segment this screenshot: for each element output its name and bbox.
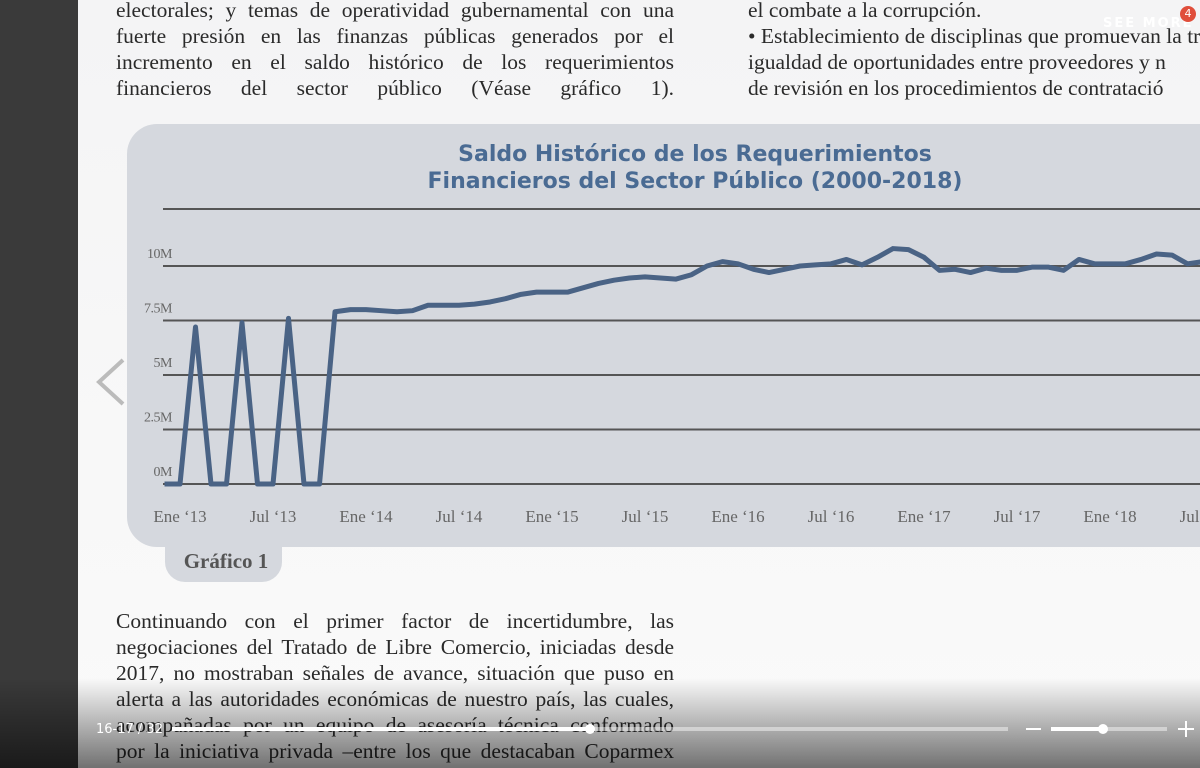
x-tick-label: Ene ‘14 xyxy=(339,507,393,526)
chart-title: Saldo Histórico de los Requerimientos Fin… xyxy=(428,142,963,194)
x-tick-label: Ene ‘16 xyxy=(711,507,764,526)
x-tick-label: Ene ‘17 xyxy=(897,507,951,526)
toolbar: 16-17 / 32 xyxy=(0,678,1200,768)
document-page: electorales; y temas de operatividad gub… xyxy=(78,0,1200,768)
prev-page[interactable] xyxy=(85,352,145,412)
x-tick-label: Jul ‘18 xyxy=(1180,507,1200,526)
text-line: Continuando con el primer factor de ince… xyxy=(116,609,674,633)
x-tick-label: Jul ‘16 xyxy=(808,507,855,526)
x-tick-label: Ene ‘15 xyxy=(525,507,578,526)
text-line: de revisión en los procedimientos de con… xyxy=(748,76,1164,100)
y-tick-label: 2.5M xyxy=(144,411,173,426)
y-tick-label: 0M xyxy=(154,465,174,480)
x-tick-label: Jul ‘15 xyxy=(622,507,669,526)
zoom-knob[interactable] xyxy=(1098,724,1108,734)
progress-knob[interactable] xyxy=(585,724,595,734)
prev-arrow xyxy=(96,358,125,406)
text-line: fuerte presión en las finanzas públicas … xyxy=(116,24,674,48)
text-line: igualdad de oportunidades entre proveedo… xyxy=(748,50,1166,74)
text-line: • Establecimiento de disciplinas que pro… xyxy=(748,24,1200,48)
figure-caption: Gráfico 1 xyxy=(184,549,269,573)
zoom-in[interactable] xyxy=(1178,721,1194,737)
x-tick-label: Ene ‘13 xyxy=(153,507,206,526)
badge: 4 xyxy=(1180,6,1196,22)
y-tick-label: 10M xyxy=(147,247,173,262)
text-line: financieros del sector público (Véase gr… xyxy=(116,76,674,100)
page-indicator: 16-17 / 32 xyxy=(96,722,163,737)
caption-tab xyxy=(165,540,282,582)
y-tick-label: 7.5M xyxy=(144,302,173,317)
x-tick-label: Ene ‘18 xyxy=(1083,507,1136,526)
data-line xyxy=(164,246,1200,487)
text-line: incremento en el saldo histórico de los … xyxy=(116,50,674,74)
text-line: electorales; y temas de operatividad gub… xyxy=(116,0,674,22)
x-tick-label: Jul ‘14 xyxy=(436,507,483,526)
text-line: negociaciones del Tratado de Libre Comer… xyxy=(116,635,674,659)
text-line: el combate a la corrupción. xyxy=(748,0,982,22)
see-more[interactable]: SEE MORE xyxy=(1103,16,1194,31)
x-tick-label: Jul ‘13 xyxy=(250,507,297,526)
chart-panel xyxy=(127,124,1200,547)
chart: Gráfico 1 Saldo Histórico de los Requeri… xyxy=(127,124,1200,582)
x-tick-label: Jul ‘17 xyxy=(994,507,1041,526)
y-tick-label: 5M xyxy=(154,356,174,371)
controls xyxy=(172,721,1194,737)
